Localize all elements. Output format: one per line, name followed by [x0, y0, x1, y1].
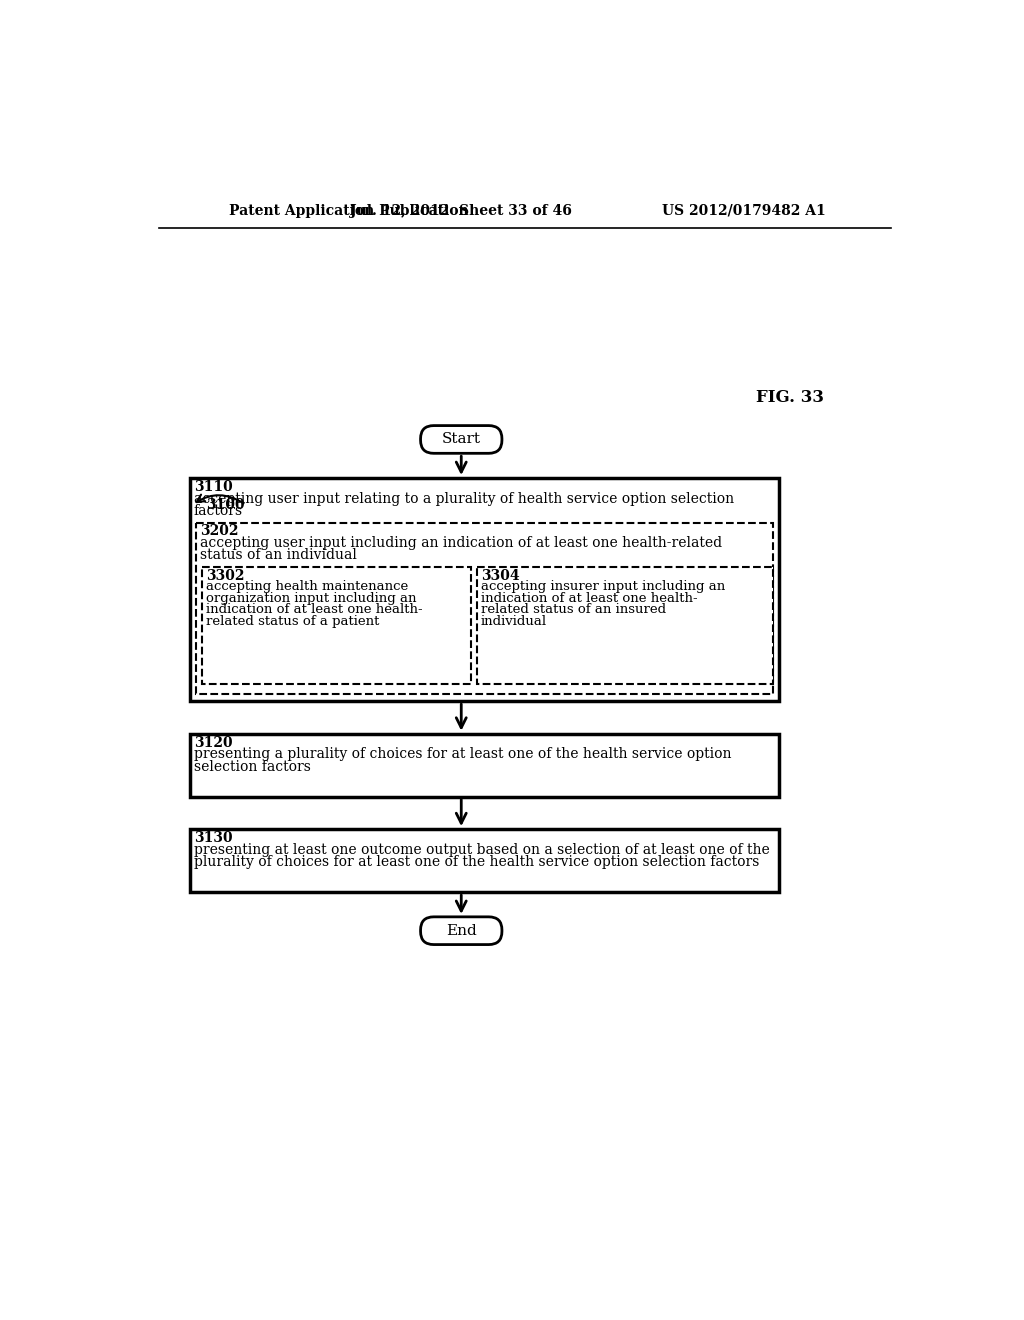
FancyBboxPatch shape [421, 425, 502, 453]
Text: 3120: 3120 [194, 737, 232, 750]
Text: organization input including an: organization input including an [206, 591, 417, 605]
Bar [477, 568, 773, 684]
Bar [190, 478, 779, 701]
Text: plurality of choices for at least one of the health service option selection fac: plurality of choices for at least one of… [194, 855, 759, 870]
Text: 3304: 3304 [480, 569, 519, 583]
Text: 3302: 3302 [206, 569, 245, 583]
Text: 3110: 3110 [194, 480, 232, 494]
Text: accepting health maintenance: accepting health maintenance [206, 581, 409, 594]
Text: related status of an insured: related status of an insured [480, 603, 666, 616]
Text: indication of at least one health-: indication of at least one health- [480, 591, 697, 605]
Text: FIG. 33: FIG. 33 [756, 388, 823, 405]
Bar [190, 734, 779, 797]
Text: selection factors: selection factors [194, 760, 310, 774]
Text: US 2012/0179482 A1: US 2012/0179482 A1 [662, 203, 825, 218]
Bar [197, 523, 773, 693]
Text: accepting user input relating to a plurality of health service option selection: accepting user input relating to a plura… [194, 492, 734, 506]
Text: End: End [445, 924, 476, 937]
Text: individual: individual [480, 615, 547, 628]
Text: presenting a plurality of choices for at least one of the health service option: presenting a plurality of choices for at… [194, 747, 731, 762]
Text: related status of a patient: related status of a patient [206, 615, 380, 628]
Text: accepting insurer input including an: accepting insurer input including an [480, 581, 725, 594]
Bar [203, 568, 470, 684]
Text: Jul. 12, 2012  Sheet 33 of 46: Jul. 12, 2012 Sheet 33 of 46 [350, 203, 572, 218]
Text: indication of at least one health-: indication of at least one health- [206, 603, 423, 616]
Text: 3202: 3202 [200, 524, 239, 539]
Text: status of an individual: status of an individual [200, 548, 357, 562]
Text: 3100: 3100 [206, 498, 245, 512]
Text: 3130: 3130 [194, 832, 232, 845]
Bar [190, 829, 779, 892]
Text: factors: factors [194, 504, 243, 519]
Text: accepting user input including an indication of at least one health-related: accepting user input including an indica… [200, 536, 722, 549]
Text: Patent Application Publication: Patent Application Publication [228, 203, 468, 218]
Text: Start: Start [441, 433, 480, 446]
Text: presenting at least one outcome output based on a selection of at least one of t: presenting at least one outcome output b… [194, 843, 770, 857]
FancyBboxPatch shape [421, 917, 502, 945]
